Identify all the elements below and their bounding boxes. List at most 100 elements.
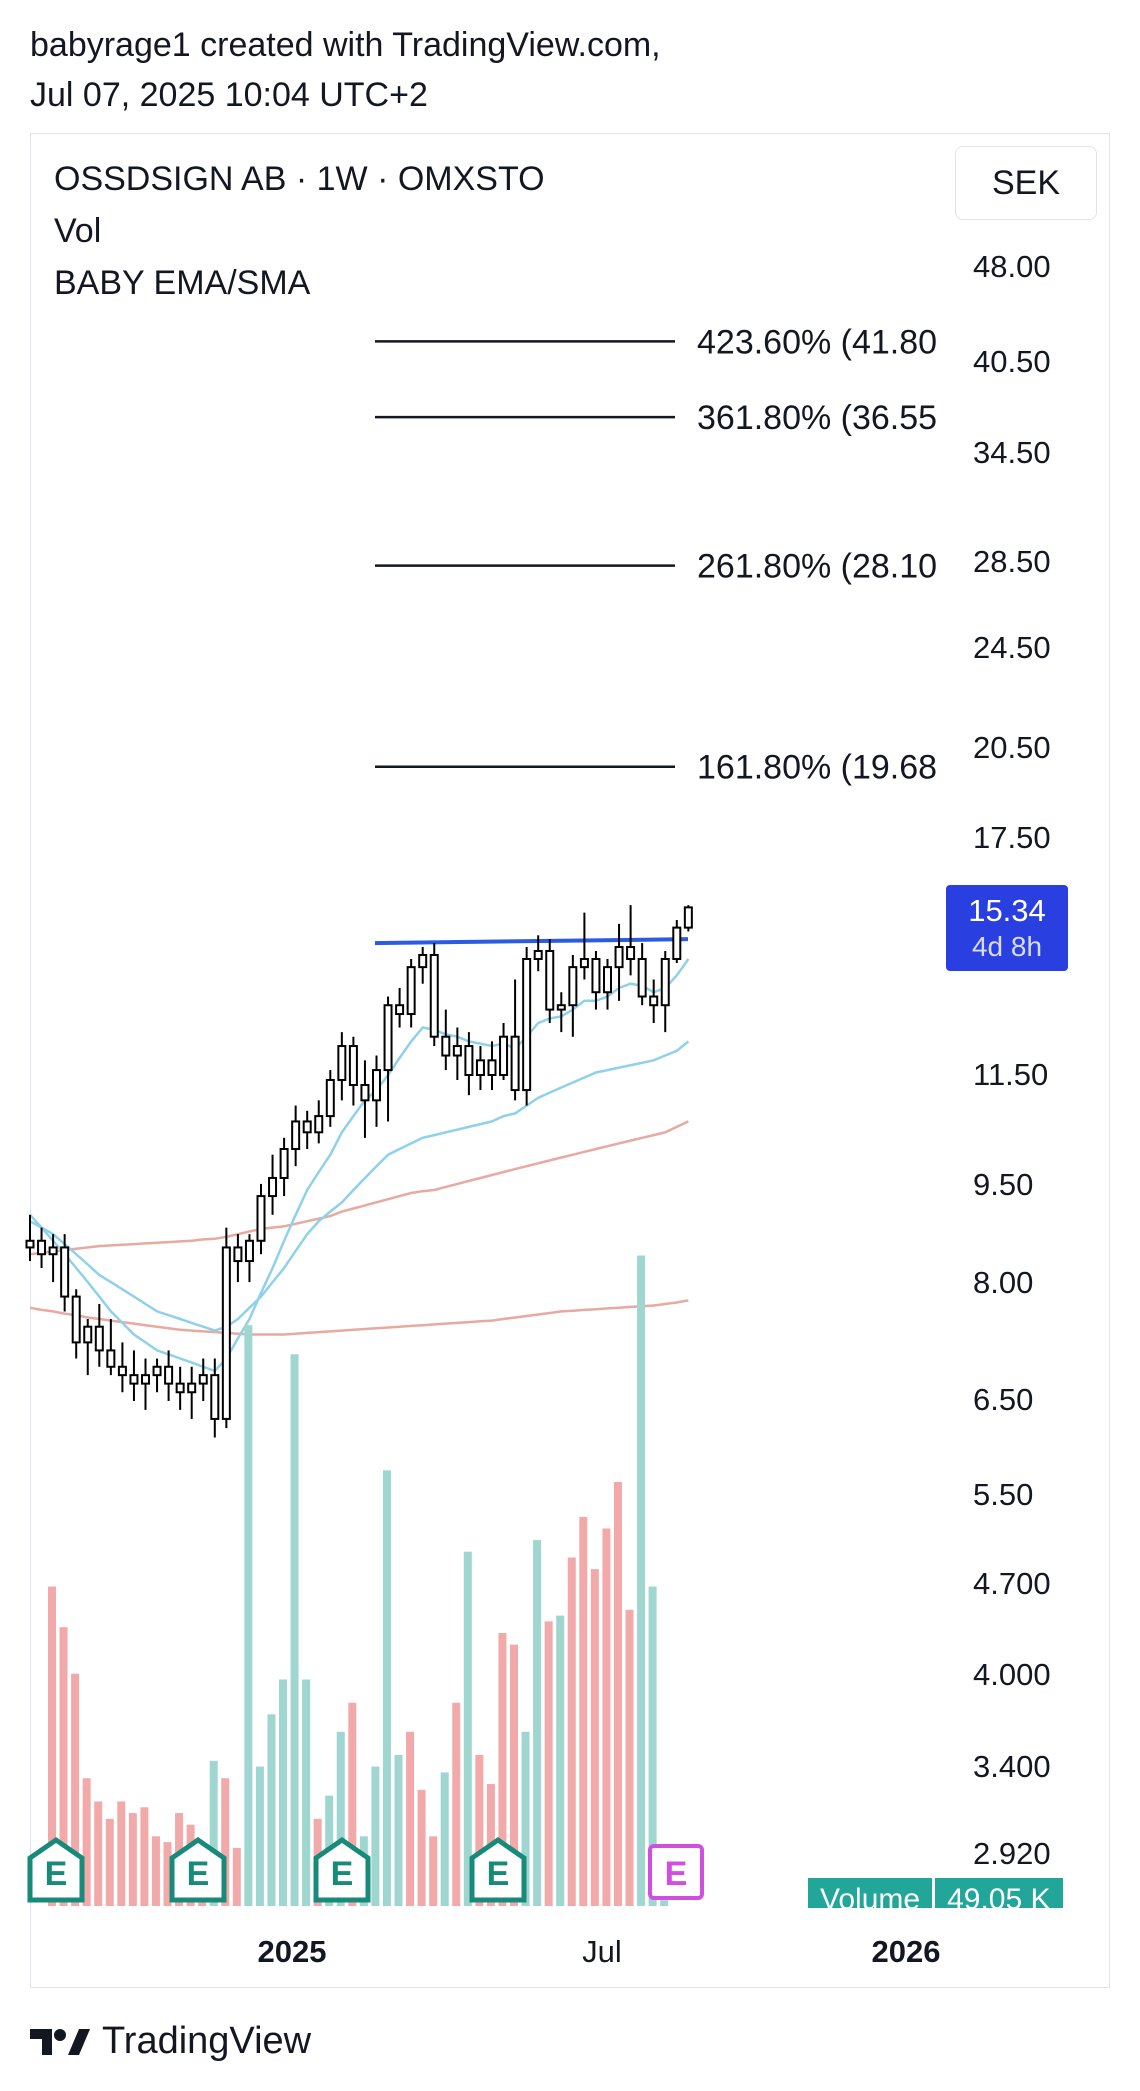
candle	[198, 1358, 208, 1402]
candle	[210, 1358, 220, 1438]
candle	[348, 1036, 358, 1106]
earnings-label: E	[45, 1855, 68, 1893]
candle	[672, 920, 682, 964]
candle	[244, 1234, 254, 1283]
bar-countdown: 4d 8h	[971, 931, 1043, 962]
candle	[187, 1366, 197, 1419]
fib-levels: 423.60% (41.80 361.80% (36.55 261.80% (28.…	[375, 323, 937, 787]
volume-bar	[521, 1731, 530, 1906]
candle	[499, 1022, 509, 1080]
last-price-badge: 15.34 4d 8h	[946, 885, 1068, 971]
volume-bar	[648, 1586, 657, 1906]
candles	[25, 905, 693, 1438]
volume-bar	[579, 1516, 588, 1906]
volume-bar	[221, 1778, 230, 1906]
volume-bar	[556, 1615, 565, 1906]
volume-bar	[59, 1627, 68, 1906]
candle	[37, 1227, 47, 1268]
y-tick-label: 2.920	[973, 1836, 1051, 1871]
time-axis: 2025 Jul 2026	[258, 1934, 941, 1969]
x-tick-label: Jul	[582, 1934, 622, 1969]
candle	[94, 1303, 104, 1367]
author-line: babyrage1 created with TradingView.com,	[30, 26, 661, 64]
fib-label-1: 361.80% (36.55	[697, 399, 937, 437]
candle	[221, 1227, 231, 1429]
indicator-legend[interactable]: BABY EMA/SMA	[54, 264, 311, 302]
price-axis: 48.00 40.50 34.50 28.50 24.50 20.50 17.50 11.50…	[973, 249, 1051, 1871]
volume-bar	[417, 1789, 426, 1906]
volume-bar	[209, 1760, 218, 1906]
candle	[579, 912, 589, 980]
candle	[152, 1358, 162, 1393]
volume-tag: Volume 49.05 K	[808, 1878, 1063, 1908]
volume-bar	[82, 1778, 91, 1906]
earnings-marker: E	[27, 1836, 85, 1903]
symbol-legend[interactable]: OSSDSIGN AB · 1W · OMXSTO	[54, 160, 545, 198]
candle	[325, 1070, 335, 1127]
y-tick-label: 34.50	[973, 435, 1051, 470]
candle	[372, 1055, 381, 1127]
volume-bar	[590, 1569, 599, 1906]
candle	[175, 1366, 185, 1410]
fib-label-2: 261.80% (28.10	[697, 548, 937, 586]
candle	[614, 923, 624, 1001]
earnings-label: E	[331, 1855, 354, 1893]
candle	[637, 943, 647, 1006]
candle	[510, 979, 520, 1101]
ema-mid-line	[29, 1040, 690, 1332]
candle	[603, 959, 612, 1010]
candle	[452, 1027, 462, 1080]
candle	[591, 950, 601, 1010]
candle	[429, 943, 439, 1047]
volume-bar	[463, 1551, 472, 1906]
candle	[545, 939, 555, 1023]
candle	[395, 987, 405, 1028]
volume-bar	[232, 1847, 241, 1906]
volume-legend[interactable]: Vol	[54, 212, 102, 250]
candle	[233, 1234, 243, 1283]
candle	[314, 1100, 324, 1144]
volume-bar	[567, 1557, 576, 1906]
candle	[533, 935, 543, 972]
x-tick-label: 2025	[258, 1934, 327, 1969]
resistance-line	[374, 937, 689, 946]
volume-bar	[510, 1644, 518, 1906]
volume-tag-label: Volume	[808, 1878, 933, 1908]
candle	[71, 1289, 81, 1359]
volume-bar	[533, 1540, 542, 1906]
y-tick-label: 9.50	[973, 1167, 1033, 1202]
candle	[48, 1234, 58, 1283]
volume-bar	[371, 1766, 380, 1906]
chart-frame	[30, 133, 1110, 1988]
candle	[406, 959, 416, 1028]
candle	[291, 1105, 301, 1167]
earnings-marker: E	[469, 1836, 527, 1903]
sma-mid-line	[29, 1120, 689, 1256]
volume-bar	[452, 1702, 461, 1906]
footer[interactable]: TradingView	[30, 2020, 311, 2063]
candle	[660, 950, 670, 1033]
volume-bar	[267, 1714, 276, 1906]
y-tick-label: 6.50	[973, 1382, 1033, 1417]
earnings-label: E	[665, 1855, 688, 1893]
candle	[164, 1350, 174, 1402]
candle	[568, 954, 578, 1037]
volume-bar	[94, 1801, 103, 1906]
volume-bar	[128, 1813, 137, 1906]
y-tick-label: 48.00	[973, 249, 1051, 284]
volume-bar	[71, 1673, 80, 1906]
candle	[279, 1137, 289, 1197]
candle	[106, 1319, 116, 1376]
candle	[441, 1009, 451, 1071]
candle	[141, 1358, 150, 1410]
sma-slow-line	[29, 1299, 689, 1336]
y-tick-label: 3.400	[973, 1749, 1051, 1784]
volume-bar	[117, 1801, 126, 1906]
earnings-marker: E	[648, 1844, 704, 1900]
volume-bar	[244, 1325, 253, 1906]
candle	[302, 1110, 312, 1149]
y-tick-label: 4.700	[973, 1566, 1051, 1601]
fib-label-0: 423.60% (41.80	[697, 323, 937, 361]
currency-button[interactable]: SEK	[955, 146, 1097, 220]
